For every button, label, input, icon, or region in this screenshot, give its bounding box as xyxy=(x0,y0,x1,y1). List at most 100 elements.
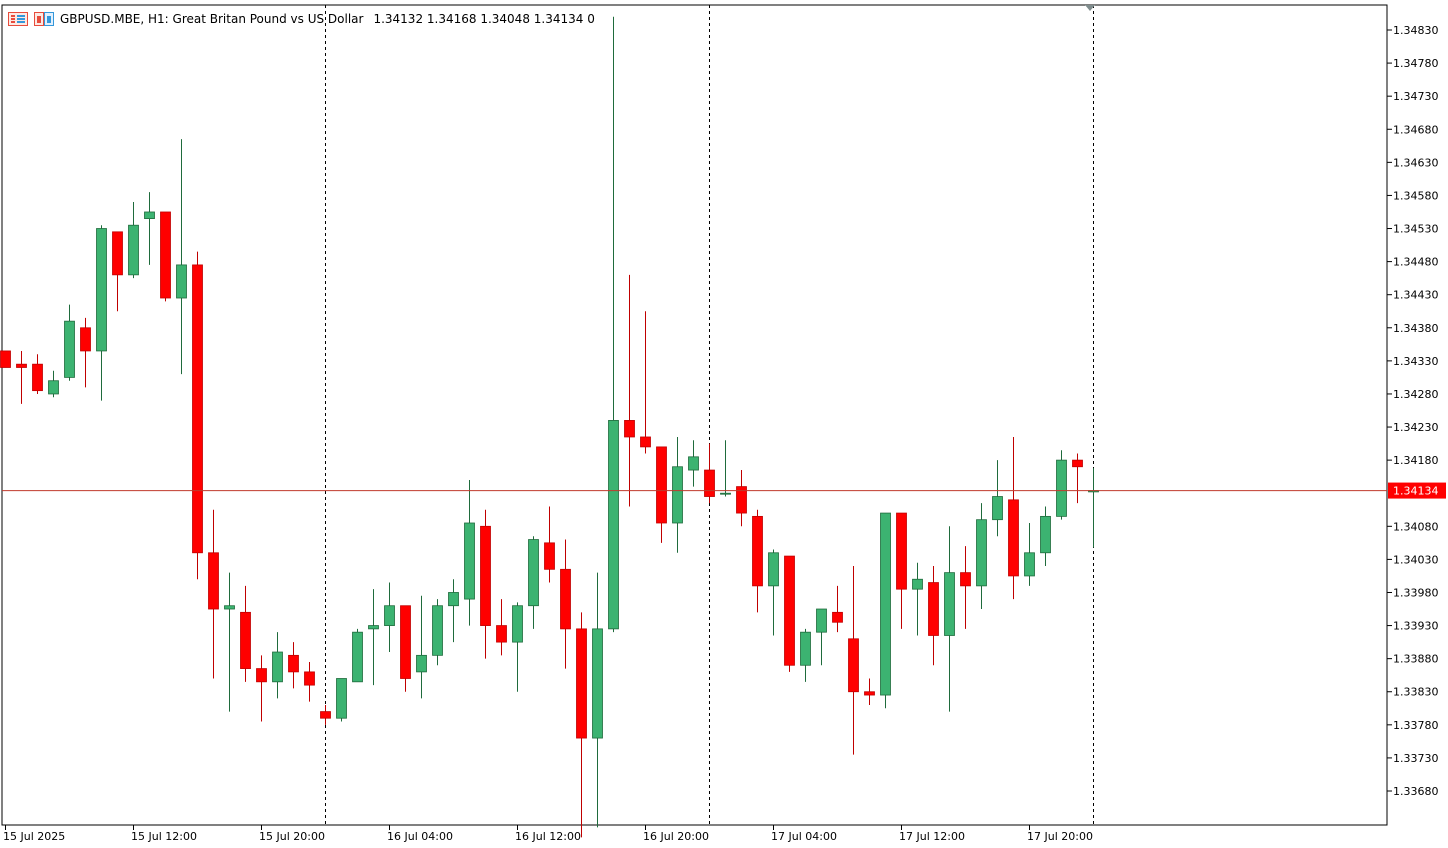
candle xyxy=(1008,436,1019,600)
candle xyxy=(560,539,571,669)
candle-body xyxy=(832,611,843,623)
time-tick-label: 15 Jul 2025 xyxy=(3,830,65,843)
symbol-title: GBPUSD.MBE, H1: Great Britan Pound vs US… xyxy=(60,12,364,26)
candle xyxy=(96,225,107,401)
candle xyxy=(528,536,539,629)
candle xyxy=(768,549,779,636)
candle xyxy=(112,231,123,312)
candle-body xyxy=(80,327,91,352)
candle-body xyxy=(240,611,251,669)
candle xyxy=(160,211,171,302)
candle-body xyxy=(544,542,555,570)
price-tick-label: 1.34630 xyxy=(1393,156,1439,169)
candle-body xyxy=(1056,459,1067,517)
price-tick-label: 1.34330 xyxy=(1393,355,1439,368)
candle-body xyxy=(928,582,939,636)
candle-body xyxy=(1040,515,1051,554)
candle xyxy=(832,585,843,633)
candle-body xyxy=(560,568,571,630)
plot-area[interactable] xyxy=(1,4,1388,826)
candle xyxy=(720,440,731,497)
candle xyxy=(960,546,971,629)
candle-body xyxy=(176,264,187,299)
scroll-marker-icon[interactable] xyxy=(1085,5,1095,11)
candle xyxy=(224,572,235,712)
candle xyxy=(288,642,299,689)
candle-body xyxy=(384,605,395,626)
time-axis[interactable]: 15 Jul 2025 15 Jul 12:00 15 Jul 20:00 16 Ju… xyxy=(3,825,1093,843)
price-tick-label: 1.34430 xyxy=(1393,289,1439,302)
candle-body xyxy=(160,211,171,299)
current-price-badge xyxy=(1388,482,1446,499)
candle-body xyxy=(992,496,1003,521)
price-tick-label: 1.34830 xyxy=(1393,24,1439,37)
candle-body xyxy=(16,363,27,368)
candle xyxy=(320,704,331,725)
candle-body xyxy=(1024,552,1035,577)
candle xyxy=(144,192,155,265)
candle-body xyxy=(816,608,827,633)
candle xyxy=(128,202,139,279)
candle-body xyxy=(880,512,891,696)
candle-body xyxy=(896,512,907,590)
candle-body xyxy=(432,605,443,656)
candle xyxy=(896,512,907,629)
candle xyxy=(864,678,875,705)
candle-body xyxy=(704,469,715,497)
time-tick-label: 16 Jul 12:00 xyxy=(515,830,581,843)
candle-body xyxy=(608,420,619,630)
candle-body xyxy=(592,628,603,739)
candle xyxy=(464,479,475,626)
candle xyxy=(784,555,795,672)
candle xyxy=(992,460,1003,537)
candle xyxy=(624,274,635,507)
time-tick-label: 17 Jul 20:00 xyxy=(1027,830,1093,843)
candle xyxy=(592,572,603,828)
candle-body xyxy=(464,522,475,600)
candle-body xyxy=(192,264,203,554)
price-tick-label: 1.33930 xyxy=(1393,620,1439,633)
chart-flag-icon[interactable] xyxy=(34,12,54,26)
candle xyxy=(512,602,523,692)
price-tick-label: 1.34780 xyxy=(1393,57,1439,70)
chart-menu-icon[interactable] xyxy=(8,12,28,26)
candle-body xyxy=(112,231,123,276)
price-tick-label: 1.34280 xyxy=(1393,388,1439,401)
candle-body xyxy=(48,380,59,395)
time-tick-label: 15 Jul 20:00 xyxy=(259,830,325,843)
ohlc-readout: 1.34132 1.34168 1.34048 1.34134 0 xyxy=(373,12,595,26)
candle xyxy=(448,579,459,643)
candle-body xyxy=(1008,499,1019,577)
candle-body xyxy=(288,654,299,673)
candle xyxy=(800,628,811,682)
candle-body xyxy=(784,555,795,666)
candle-body xyxy=(96,228,107,352)
candle-body xyxy=(1072,459,1083,468)
price-tick-label: 1.34680 xyxy=(1393,123,1439,136)
candle-body xyxy=(480,525,491,626)
candle xyxy=(256,655,267,722)
period-separators xyxy=(325,5,1094,825)
candle-body xyxy=(864,691,875,696)
candle-body xyxy=(224,605,235,610)
candle xyxy=(416,595,427,699)
price-tick-label: 1.33980 xyxy=(1393,586,1439,599)
time-tick-label: 16 Jul 04:00 xyxy=(387,830,453,843)
candle-body xyxy=(32,363,43,392)
price-axis[interactable]: 1.34830 1.34780 1.34730 1.34680 1.34630 1.345… xyxy=(1387,24,1439,798)
candle xyxy=(640,311,651,454)
candle xyxy=(240,585,251,682)
candle xyxy=(1056,450,1067,520)
candle xyxy=(480,509,491,659)
candle-body xyxy=(656,446,667,524)
candle-body xyxy=(64,320,75,378)
candle xyxy=(64,304,75,381)
price-tick-label: 1.34580 xyxy=(1393,189,1439,202)
candle xyxy=(1040,506,1051,567)
candle-body xyxy=(720,492,731,495)
candle-body xyxy=(512,605,523,643)
price-tick-label: 1.34530 xyxy=(1393,223,1439,236)
candle-body xyxy=(496,625,507,643)
candle-body xyxy=(576,628,587,739)
